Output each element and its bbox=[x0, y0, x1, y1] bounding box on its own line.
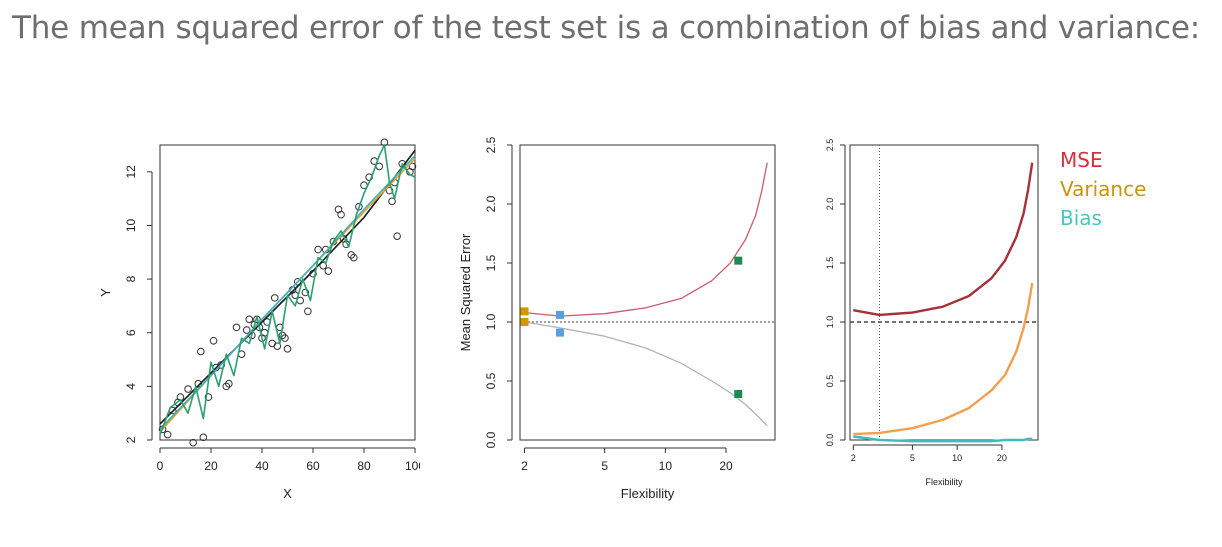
y-tick-label: 2 bbox=[124, 436, 138, 443]
x-axis-label: Flexibility bbox=[925, 477, 963, 487]
y-axis-label: Y bbox=[98, 288, 113, 297]
y-tick-label: 1.5 bbox=[484, 254, 498, 271]
plot-frame bbox=[849, 144, 1039, 441]
y-tick-label: 1.0 bbox=[825, 316, 835, 329]
data-point bbox=[184, 385, 192, 393]
x-tick-label: 0 bbox=[157, 459, 164, 473]
data-point bbox=[222, 382, 231, 391]
data-marker bbox=[734, 256, 743, 265]
x-tick-label: 5 bbox=[601, 459, 608, 473]
headline: The mean squared error of the test set i… bbox=[12, 10, 1200, 46]
x-tick-label: 2 bbox=[521, 459, 528, 473]
y-tick-label: 8 bbox=[124, 275, 138, 282]
data-marker bbox=[520, 318, 529, 326]
series-line-3 bbox=[853, 435, 1033, 443]
data-point bbox=[350, 253, 358, 262]
data-marker bbox=[555, 328, 564, 337]
data-point bbox=[301, 288, 310, 297]
data-point bbox=[393, 232, 401, 240]
y-tick-label: 0.0 bbox=[484, 431, 498, 448]
series-line-1 bbox=[524, 162, 768, 317]
y-tick-label: 0.5 bbox=[825, 375, 835, 388]
series-line-4 bbox=[159, 144, 416, 435]
y-tick-label: 2.0 bbox=[484, 195, 498, 212]
data-marker bbox=[555, 310, 564, 319]
data-point bbox=[319, 261, 327, 270]
y-tick-label: 6 bbox=[124, 329, 138, 336]
data-point bbox=[324, 267, 333, 275]
x-tick-label: 5 bbox=[910, 453, 915, 463]
data-point bbox=[293, 277, 302, 286]
data-point bbox=[189, 438, 197, 447]
x-tick-label: 40 bbox=[255, 459, 269, 473]
x-axis-label: X bbox=[283, 486, 292, 501]
series-line-2 bbox=[853, 282, 1034, 436]
x-tick-label: 100 bbox=[405, 459, 420, 473]
x-tick-label: 60 bbox=[306, 459, 320, 473]
data-point bbox=[347, 251, 356, 259]
y-tick-label: 2.5 bbox=[484, 136, 498, 153]
series-line-2 bbox=[524, 321, 768, 427]
series-line-1 bbox=[159, 149, 416, 425]
x-tick-label: 10 bbox=[952, 453, 962, 463]
legend-item-mse: MSE bbox=[1060, 148, 1103, 172]
y-axis-label: Mean Squared Error bbox=[458, 233, 473, 351]
mse-flexibility-plot: 2 5 10 20 0.0 0.5 1.0 1.5 2.0 2.5 Flexibility Mean … bbox=[458, 136, 776, 501]
data-marker bbox=[520, 307, 529, 316]
y-tick-label: 0.5 bbox=[484, 372, 498, 389]
y-tick-label: 2.0 bbox=[825, 198, 835, 211]
data-point bbox=[232, 323, 241, 332]
data-point bbox=[197, 347, 205, 356]
x-tick-label: 20 bbox=[719, 459, 733, 473]
data-point bbox=[314, 245, 322, 254]
x-tick-label: 80 bbox=[357, 459, 371, 473]
y-tick-label: 12 bbox=[124, 165, 138, 179]
plot-frame bbox=[159, 144, 416, 441]
y-tick-label: 0.0 bbox=[825, 434, 835, 447]
scatter-plot: 0 20 40 60 80 100 2 4 6 8 10 12 X Y bbox=[98, 138, 420, 501]
y-tick-label: 2.5 bbox=[825, 139, 835, 152]
data-point bbox=[199, 433, 208, 442]
data-marker bbox=[734, 389, 743, 398]
data-point bbox=[304, 307, 312, 316]
series-line-1 bbox=[853, 162, 1034, 317]
data-point bbox=[270, 294, 279, 302]
data-point bbox=[283, 345, 292, 353]
data-point bbox=[163, 430, 172, 439]
legend: MSE Variance Bias bbox=[1060, 146, 1146, 233]
legend-item-variance: Variance bbox=[1060, 177, 1147, 201]
data-point bbox=[281, 334, 289, 342]
data-point bbox=[337, 210, 345, 219]
data-point bbox=[225, 379, 233, 388]
legend-item-bias: Bias bbox=[1060, 206, 1102, 230]
x-tick-label: 10 bbox=[659, 459, 673, 473]
data-point bbox=[204, 393, 213, 401]
x-tick-label: 2 bbox=[851, 453, 856, 463]
data-point bbox=[242, 326, 251, 334]
plot-frame bbox=[519, 144, 776, 441]
y-tick-label: 1.0 bbox=[484, 313, 498, 330]
data-point bbox=[388, 197, 396, 206]
data-point bbox=[194, 379, 203, 388]
data-point bbox=[273, 342, 282, 350]
y-tick-label: 4 bbox=[124, 383, 138, 390]
x-tick-label: 20 bbox=[204, 459, 218, 473]
data-point bbox=[408, 162, 417, 171]
series-line-3 bbox=[159, 155, 416, 430]
y-tick-label: 1.5 bbox=[825, 257, 835, 270]
bias-variance-plot: 2 5 10 20 0.0 0.5 1.0 1.5 2.0 2.5 Flexibility bbox=[825, 139, 1039, 487]
data-point bbox=[209, 336, 218, 345]
x-tick-label: 20 bbox=[997, 453, 1007, 463]
y-tick-label: 10 bbox=[124, 218, 138, 232]
data-point bbox=[245, 315, 254, 324]
x-axis-label: Flexibility bbox=[621, 486, 675, 501]
